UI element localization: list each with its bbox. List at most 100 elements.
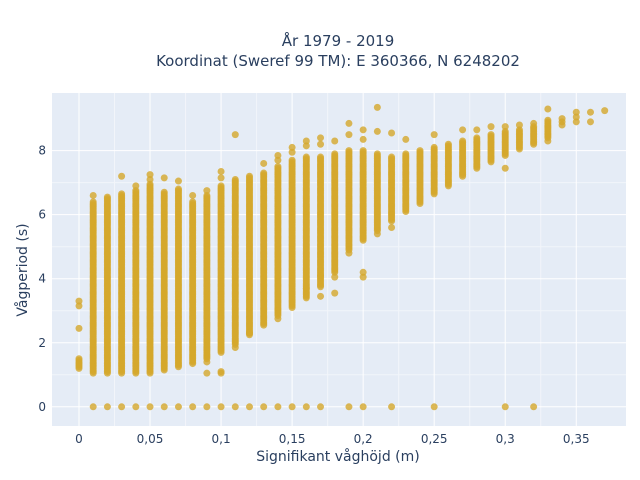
data-point bbox=[317, 140, 325, 148]
data-point bbox=[146, 171, 154, 179]
data-point bbox=[203, 187, 211, 195]
data-point bbox=[544, 105, 552, 113]
data-point bbox=[288, 403, 296, 411]
data-point bbox=[75, 324, 83, 332]
y-axis-title: Vågperiod (s) bbox=[14, 223, 31, 316]
data-point bbox=[288, 304, 296, 312]
data-point bbox=[373, 150, 381, 158]
data-point bbox=[302, 153, 310, 161]
data-point bbox=[274, 315, 282, 323]
data-point bbox=[388, 403, 396, 411]
data-point bbox=[302, 294, 310, 302]
data-point bbox=[473, 134, 481, 142]
x-tick-label: 0,25 bbox=[421, 432, 448, 446]
data-point bbox=[530, 119, 538, 127]
data-point bbox=[331, 289, 339, 297]
data-point bbox=[288, 148, 296, 156]
data-point bbox=[601, 107, 609, 115]
chart-title-line-1: År 1979 - 2019 bbox=[282, 31, 395, 50]
x-tick-label: 0,35 bbox=[563, 432, 590, 446]
data-point bbox=[89, 403, 97, 411]
data-point bbox=[132, 403, 140, 411]
data-point bbox=[160, 188, 168, 196]
data-point bbox=[132, 187, 140, 195]
data-point bbox=[558, 115, 566, 123]
data-point bbox=[75, 302, 83, 310]
data-point bbox=[345, 147, 353, 155]
data-point bbox=[118, 403, 126, 411]
data-point bbox=[416, 147, 424, 155]
data-point bbox=[260, 159, 268, 167]
data-point bbox=[189, 191, 197, 199]
data-point bbox=[487, 123, 495, 131]
data-point bbox=[572, 108, 580, 116]
data-point bbox=[174, 177, 182, 185]
data-point bbox=[345, 249, 353, 257]
data-point bbox=[189, 403, 197, 411]
data-point bbox=[132, 182, 140, 190]
data-point bbox=[302, 137, 310, 145]
data-point bbox=[544, 137, 552, 145]
data-point bbox=[146, 403, 154, 411]
data-point bbox=[402, 135, 410, 143]
data-point bbox=[302, 142, 310, 150]
data-point bbox=[288, 143, 296, 151]
x-tick-label: 0,3 bbox=[496, 432, 515, 446]
data-point bbox=[288, 156, 296, 164]
data-point bbox=[345, 403, 353, 411]
data-point bbox=[359, 273, 367, 281]
data-point bbox=[118, 172, 126, 180]
y-tick-label: 8 bbox=[38, 144, 46, 158]
data-point bbox=[217, 368, 225, 376]
data-point bbox=[359, 403, 367, 411]
x-axis-title: Signifikant våghöjd (m) bbox=[256, 448, 419, 465]
data-point bbox=[203, 403, 211, 411]
data-point bbox=[260, 403, 268, 411]
data-point bbox=[501, 127, 509, 135]
data-point bbox=[402, 150, 410, 158]
data-point bbox=[317, 403, 325, 411]
data-point bbox=[430, 403, 438, 411]
data-point bbox=[217, 182, 225, 190]
data-point bbox=[501, 403, 509, 411]
data-point bbox=[515, 126, 523, 134]
data-point bbox=[473, 126, 481, 134]
data-point bbox=[359, 126, 367, 134]
data-point bbox=[146, 180, 154, 188]
data-point bbox=[359, 147, 367, 155]
x-tick-label: 0 bbox=[75, 432, 83, 446]
data-point bbox=[331, 273, 339, 281]
data-point bbox=[515, 121, 523, 129]
x-tick-label: 0,2 bbox=[354, 432, 373, 446]
data-point bbox=[586, 108, 594, 116]
data-point bbox=[118, 190, 126, 198]
data-point bbox=[317, 272, 325, 280]
data-point bbox=[317, 153, 325, 161]
data-point bbox=[359, 135, 367, 143]
data-point bbox=[586, 118, 594, 126]
data-point bbox=[388, 153, 396, 161]
data-point bbox=[430, 143, 438, 151]
data-point bbox=[373, 103, 381, 111]
data-point bbox=[388, 129, 396, 137]
data-point bbox=[103, 403, 111, 411]
data-point bbox=[217, 167, 225, 175]
data-point bbox=[459, 126, 467, 134]
y-tick-label: 2 bbox=[38, 336, 46, 350]
data-point bbox=[203, 358, 211, 366]
data-point bbox=[572, 118, 580, 126]
data-point bbox=[317, 134, 325, 142]
x-tick-label: 0,15 bbox=[279, 432, 306, 446]
data-point bbox=[544, 116, 552, 124]
data-markers bbox=[75, 103, 609, 411]
data-point bbox=[302, 284, 310, 292]
data-point bbox=[430, 131, 438, 139]
data-point bbox=[231, 131, 239, 139]
y-tick-label: 4 bbox=[38, 272, 46, 286]
data-point bbox=[75, 297, 83, 305]
data-point bbox=[359, 268, 367, 276]
data-point bbox=[174, 185, 182, 193]
data-point bbox=[274, 403, 282, 411]
data-point bbox=[501, 123, 509, 131]
data-point bbox=[75, 355, 83, 363]
